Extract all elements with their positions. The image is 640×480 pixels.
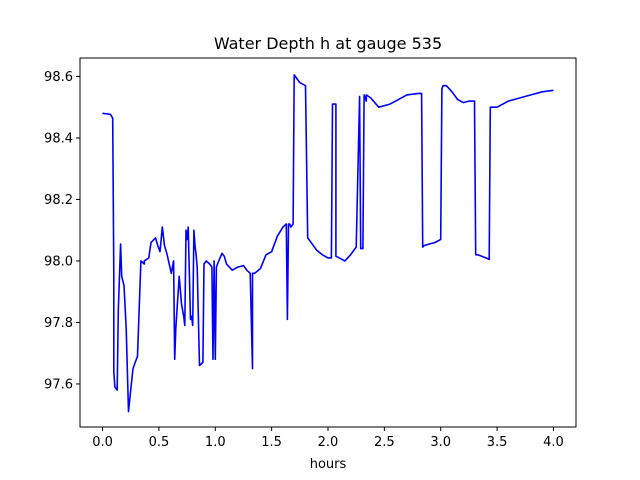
chart-title: Water Depth h at gauge 535	[214, 34, 442, 53]
y-tick-label: 98.6	[44, 70, 73, 85]
y-tick-label: 97.8	[44, 316, 73, 331]
x-tick-label: 3.0	[430, 435, 451, 450]
y-tick-label: 98.0	[44, 254, 73, 269]
x-tick-label: 0.5	[149, 435, 170, 450]
x-axis: 0.0 0.5 1.0 1.5 2.0 2.5 3.0 3.5 4.0	[92, 427, 564, 450]
x-tick-label: 1.5	[261, 435, 282, 450]
x-tick-label: 0.0	[92, 435, 113, 450]
axes-frame	[79, 57, 577, 428]
x-tick-label: 4.0	[543, 435, 564, 450]
y-axis: 97.6 97.8 98.0 98.2 98.4 98.6	[44, 70, 80, 392]
x-tick-label: 2.5	[374, 435, 395, 450]
x-tick-label: 1.0	[205, 435, 226, 450]
series-line-0	[102, 74, 554, 413]
x-axis-label: hours	[310, 457, 347, 472]
x-tick-label: 3.5	[487, 435, 508, 450]
y-tick-label: 97.6	[44, 377, 73, 392]
y-tick-label: 98.4	[44, 131, 73, 146]
y-tick-label: 98.2	[44, 193, 73, 208]
x-tick-label: 2.0	[318, 435, 339, 450]
plot-area	[102, 74, 554, 413]
